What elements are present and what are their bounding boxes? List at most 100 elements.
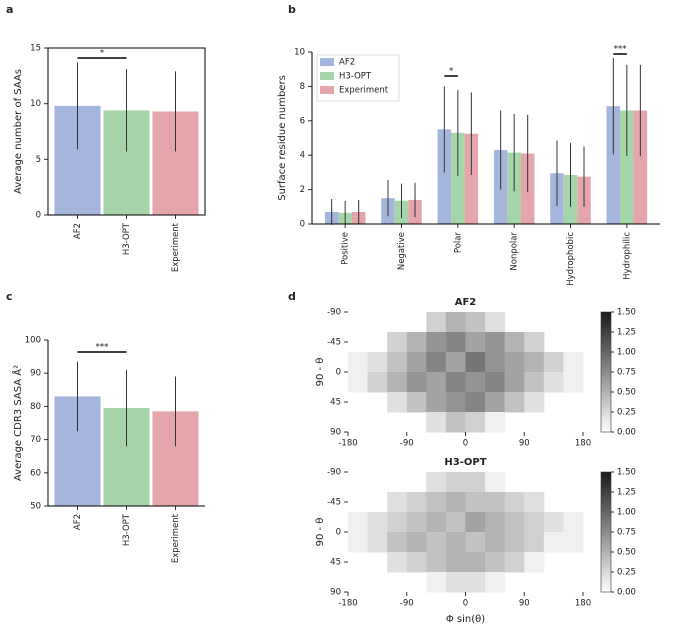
heatmap-cell [504,552,525,573]
heatmap-cell [485,532,506,553]
heatmap-cell [387,392,408,413]
bar [437,129,452,224]
heatmap-cell [563,512,584,533]
heatmap-cell [387,492,408,513]
heatmap-cell [485,312,506,333]
heatmap-cell [426,572,447,593]
heatmap-cell [485,552,506,573]
x-tick-label: Polar [453,232,463,254]
legend-label: H3-OPT [339,72,372,82]
colorbar-tick-label: 0.50 [617,388,636,398]
x-tick-label: 90 [519,599,530,609]
y-tick-label: 0 [36,211,41,221]
x-tick-label: AF2 [73,223,83,239]
heatmap-cell [406,352,427,373]
y-tick-label: 60 [30,468,41,478]
colorbar-tick-label: 0.00 [617,588,636,598]
heatmap-cell [406,372,427,393]
heatmap-cell [445,552,466,573]
heatmap-cell [504,352,525,373]
panel-label: a [6,3,13,16]
y-tick-label: 10 [294,48,305,58]
heatmap-cell [387,332,408,353]
heatmap-cell [426,332,447,353]
heatmap-cell [524,552,545,573]
heatmap-cell [465,392,486,413]
y-tick-label: 45 [330,398,341,408]
y-tick-label: -45 [327,498,341,508]
heatmap-cell [445,372,466,393]
heatmap-cell [445,312,466,333]
colorbar-tick-label: 0.00 [617,428,636,438]
heatmap-cell [543,352,564,373]
heatmap-cell [426,372,447,393]
x-tick-label: 0 [463,599,468,609]
heatmap-cell [465,332,486,353]
x-tick-label: -90 [400,439,414,449]
heatmap-cell [465,412,486,433]
heatmap-cell [485,572,506,593]
heatmap-cell [485,392,506,413]
colorbar-tick-label: 1.50 [617,468,636,478]
colorbar-tick-label: 1.50 [617,308,636,318]
panel-label: b [288,3,296,16]
heatmap-cell [445,332,466,353]
x-tick-label: Experiment [171,513,181,563]
y-axis-label: Average CDR3 SASA Å² [11,365,24,481]
y-tick-label: 70 [30,435,41,445]
heatmap-cell [367,372,388,393]
x-tick-label: Hydrophobic [566,232,576,286]
heatmap-cell [387,532,408,553]
y-tick-label: 80 [30,402,41,412]
heatmap-cell [367,532,388,553]
y-tick-label: 6 [300,116,305,126]
heatmap-cell [406,552,427,573]
y-tick-label: 0 [336,368,341,378]
x-tick-label: 0 [463,439,468,449]
y-tick-label: 15 [30,44,41,54]
heatmap-cell [465,312,486,333]
y-tick-label: 90 [330,428,341,438]
legend-swatch [320,58,334,66]
heatmap-cell [504,332,525,353]
colorbar-tick-label: 1.00 [617,348,636,358]
x-tick-label: Experiment [171,222,181,272]
heatmap-cell [426,512,447,533]
colorbar-tick-label: 1.25 [617,328,636,338]
x-tick-label: 90 [519,439,530,449]
x-tick-label: H3-OPT [122,222,132,255]
heatmap-cell [387,352,408,373]
legend-swatch [320,86,334,94]
y-tick-label: -90 [327,468,341,478]
x-tick-label: 180 [575,599,591,609]
heatmap-cell [524,332,545,353]
y-axis-label: Average number of SAAs [13,69,24,194]
bar [464,133,479,224]
x-tick-label: -90 [400,599,414,609]
bar [633,110,648,224]
heatmap-cell [543,512,564,533]
heatmap-cell [426,552,447,573]
heatmap-cell [543,372,564,393]
heatmap-cell [465,492,486,513]
y-tick-label: 2 [300,185,305,195]
x-tick-label: H3-OPT [122,513,132,546]
heatmap-cell [445,532,466,553]
x-tick-label: Positive [341,232,351,265]
heatmap-cell [465,512,486,533]
heatmap-cell [387,372,408,393]
map-title: AF2 [455,297,477,308]
colorbar-tick-label: 1.00 [617,508,636,518]
x-tick-label: AF2 [73,514,83,530]
heatmap-cell [465,352,486,373]
heatmap-cell [485,512,506,533]
x-tick-label: -180 [338,439,357,449]
x-tick-label: Hydrophilic [622,232,632,280]
panel-label: c [6,290,13,303]
heatmap-cell [485,372,506,393]
heatmap-cell [465,472,486,493]
axes-frame [47,47,206,216]
colorbar-tick-label: 1.25 [617,488,636,498]
heatmap-cell [406,532,427,553]
y-tick-label: 90 [30,369,41,379]
